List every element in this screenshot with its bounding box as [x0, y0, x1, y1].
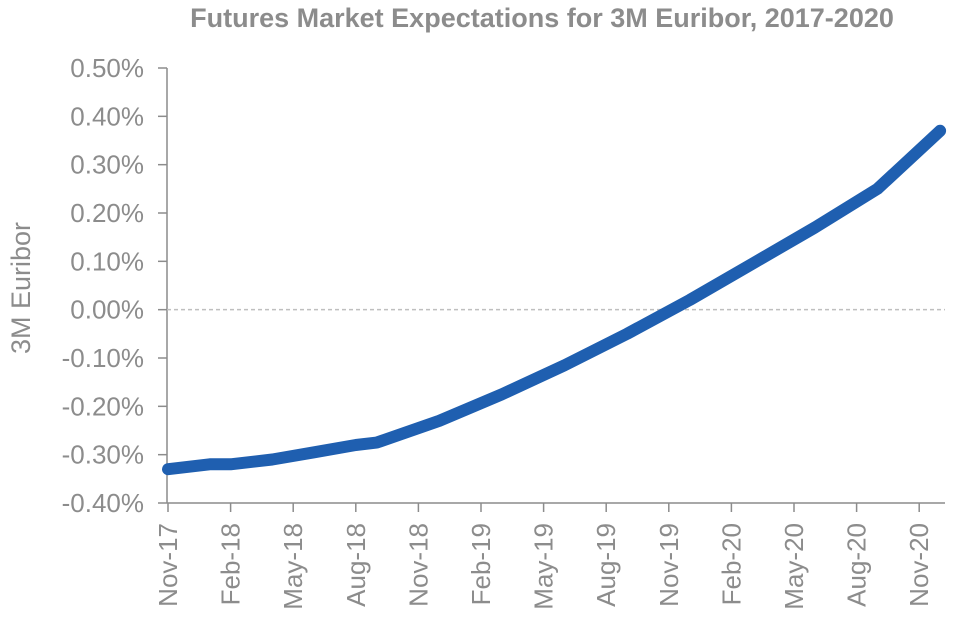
y-tick-label: 0.20% [70, 198, 144, 228]
x-tick-label: Aug-19 [591, 523, 621, 607]
x-tick-label: May-19 [529, 523, 559, 610]
y-tick-label: -0.40% [62, 488, 144, 518]
y-tick-label: 0.50% [70, 53, 144, 83]
y-axis-label: 3M Euribor [6, 222, 36, 354]
x-tick-label: Nov-19 [654, 523, 684, 607]
y-tick-label: 0.40% [70, 101, 144, 131]
y-tick-label: 0.10% [70, 246, 144, 276]
y-tick-label: -0.20% [62, 391, 144, 421]
series-group [162, 124, 947, 476]
x-tick-label: May-20 [779, 523, 809, 610]
x-tick-label: Nov-20 [904, 523, 934, 607]
chart-title: Futures Market Expectations for 3M Eurib… [190, 3, 894, 33]
y-tick-labels: -0.40% -0.30% -0.20% -0.10% 0.00% 0.10% 0.20% 0… [62, 53, 167, 518]
x-tick-label: Aug-18 [341, 523, 371, 607]
y-tick-label: 0.30% [70, 150, 144, 180]
x-tick-label: Aug-20 [842, 523, 872, 607]
x-tick-label: Feb-19 [466, 523, 496, 605]
y-tick-label: 0.00% [70, 295, 144, 325]
x-tick-label: Feb-18 [216, 523, 246, 605]
x-tick-label: May-18 [278, 523, 308, 610]
x-tick-label: Feb-20 [716, 523, 746, 605]
x-tick-label: Nov-18 [403, 523, 433, 607]
x-tick-labels: Nov-17 Feb-18 May-18 Aug-18 Nov-18 Feb-19 May-… [153, 503, 934, 610]
y-tick-label: -0.10% [62, 343, 144, 373]
axes [166, 68, 945, 504]
x-tick-label: Nov-17 [153, 523, 183, 607]
series-line [162, 124, 947, 476]
y-tick-label: -0.30% [62, 440, 144, 470]
